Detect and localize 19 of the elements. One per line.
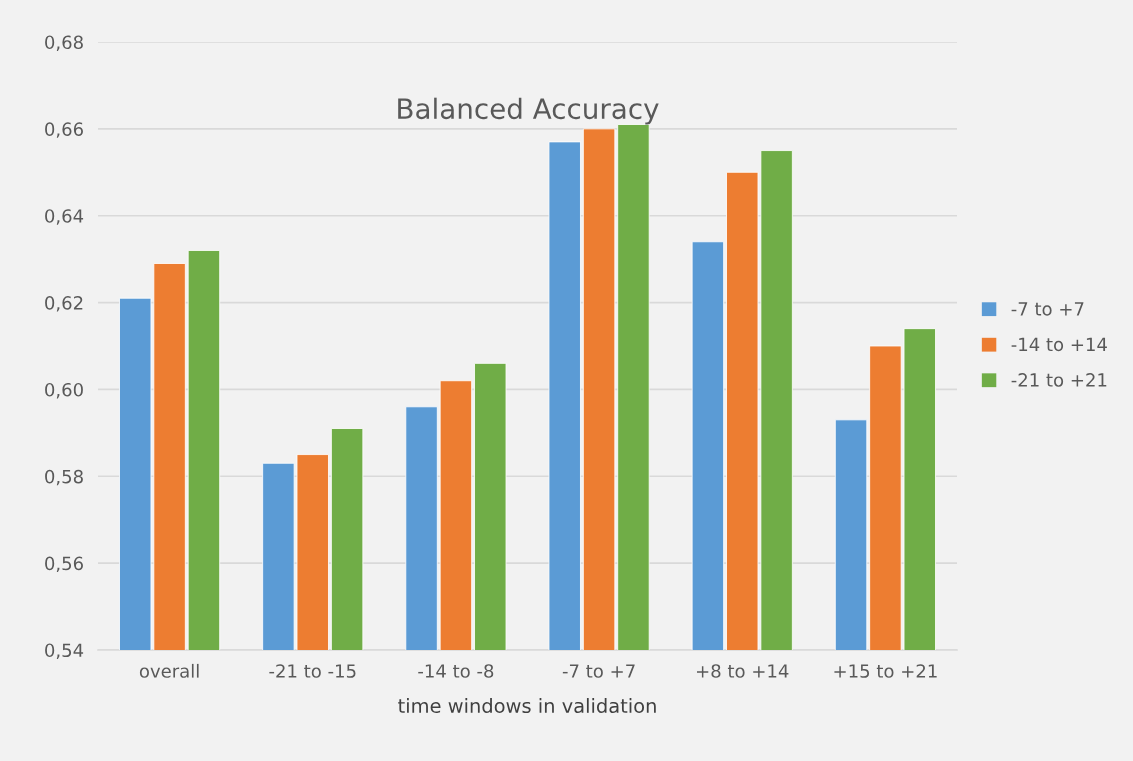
legend-label: -14 to +14 bbox=[1011, 337, 1107, 352]
x-tick-label: -14 to -8 bbox=[418, 664, 494, 678]
x-tick-label: +15 to +21 bbox=[834, 664, 937, 678]
y-tick-label: 0,62 bbox=[45, 296, 83, 312]
x-tick-label: -21 to -15 bbox=[269, 664, 356, 678]
y-tick-label: 0,54 bbox=[45, 643, 84, 659]
legend-label: -7 to +7 bbox=[1011, 302, 1084, 316]
text: Balanced Accuracy bbox=[398, 97, 659, 125]
x-tick-label: -7 to +7 bbox=[562, 664, 635, 678]
x-tick-label: overall bbox=[139, 663, 199, 678]
legend-label: -21 to +21 bbox=[1011, 373, 1107, 387]
x-axis-title: time windows in validation bbox=[398, 698, 656, 714]
y-tick-label: 0,58 bbox=[45, 469, 83, 486]
y-tick-label: 0,66 bbox=[45, 122, 83, 138]
x-tick-label: +8 to +14 bbox=[697, 664, 789, 678]
y-tick-label: 0,60 bbox=[45, 382, 83, 399]
y-tick-label: 0,64 bbox=[45, 209, 84, 225]
y-tick-label: 0,68 bbox=[45, 35, 83, 51]
y-tick-label: 0,56 bbox=[45, 556, 83, 573]
